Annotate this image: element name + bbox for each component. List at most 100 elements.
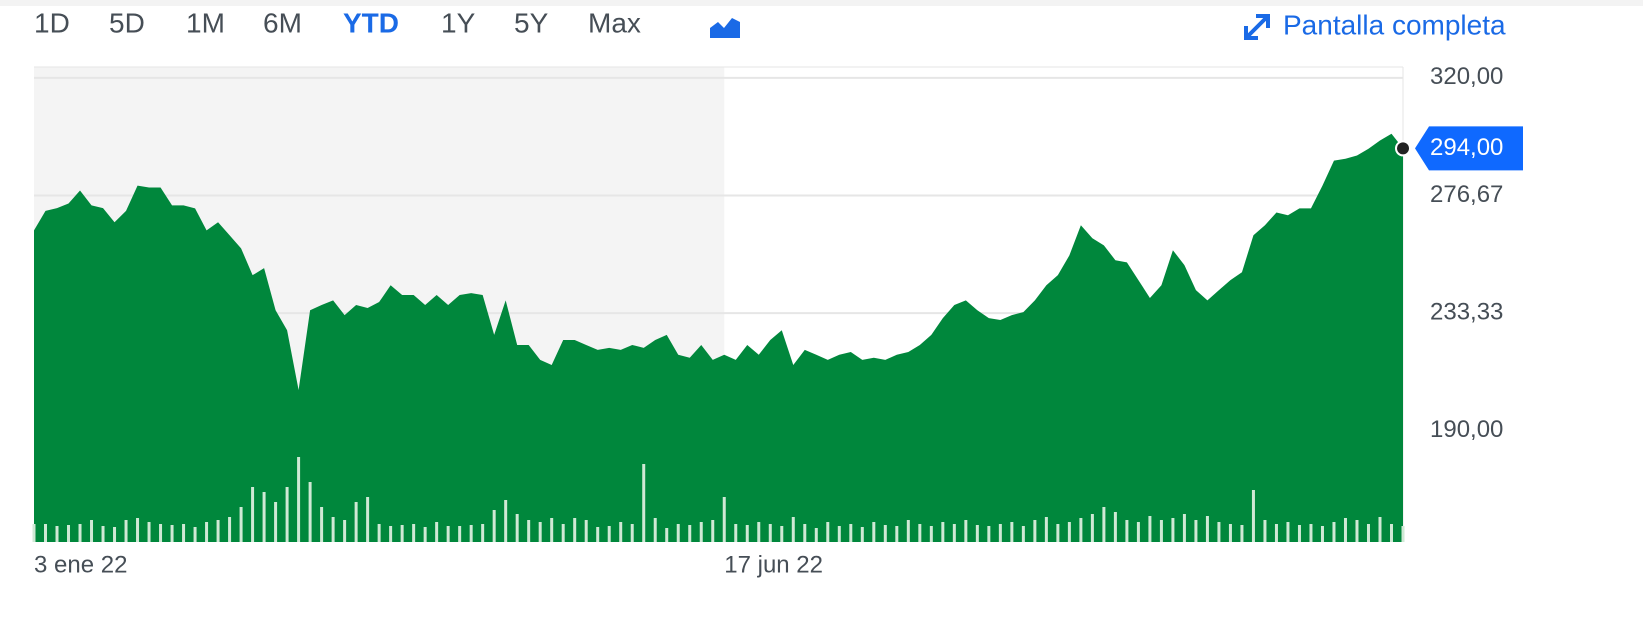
volume-bar — [1010, 522, 1014, 542]
volume-bar — [906, 520, 910, 542]
volume-bar — [1090, 514, 1094, 542]
volume-bar — [1297, 525, 1301, 542]
volume-bar — [32, 524, 36, 542]
volume-bar — [55, 526, 59, 542]
volume-bar — [1251, 490, 1255, 542]
volume-bar — [147, 522, 151, 542]
range-tab[interactable]: 1Y — [441, 7, 476, 38]
volume-bar — [711, 520, 715, 542]
chart-type-icon[interactable] — [710, 18, 740, 38]
volume-bar — [44, 524, 48, 542]
volume-bar — [366, 497, 370, 542]
y-tick-label: 320,00 — [1430, 63, 1503, 90]
volume-bar — [757, 522, 761, 542]
volume-bar — [561, 524, 565, 542]
volume-bar — [1355, 520, 1359, 542]
volume-bar — [1182, 514, 1186, 542]
volume-bar — [78, 524, 82, 542]
volume-bar — [492, 510, 496, 542]
volume-bar — [1263, 520, 1267, 542]
volume-bar — [331, 517, 335, 542]
volume-bar — [274, 502, 278, 542]
volume-bar — [504, 500, 508, 542]
volume-bar — [1136, 522, 1140, 542]
volume-bar — [389, 526, 393, 542]
fullscreen-button[interactable]: Pantalla completa — [1244, 9, 1506, 40]
volume-bar — [446, 526, 450, 542]
volume-bar — [803, 524, 807, 542]
volume-bar — [400, 525, 404, 542]
volume-bar — [435, 522, 439, 542]
range-tab[interactable]: 5Y — [514, 7, 549, 38]
volume-bar — [1240, 525, 1244, 542]
volume-bar — [1102, 507, 1106, 542]
volume-bar — [780, 526, 784, 542]
volume-bar — [205, 522, 209, 542]
volume-bar — [699, 522, 703, 542]
volume-bar — [1343, 518, 1347, 542]
volume-bar — [481, 524, 485, 542]
range-tab[interactable]: 1D — [34, 7, 70, 38]
volume-bar — [849, 524, 853, 542]
fullscreen-label[interactable]: Pantalla completa — [1283, 9, 1506, 40]
volume-bar — [1079, 518, 1083, 542]
volume-bar — [642, 464, 646, 542]
volume-bar — [883, 525, 887, 542]
volume-bar — [929, 526, 933, 542]
volume-bar — [550, 518, 554, 542]
volume-bar — [584, 520, 588, 542]
range-tab[interactable]: 6M — [263, 7, 302, 38]
volume-bar — [412, 524, 416, 542]
volume-bar — [354, 502, 358, 542]
volume-bar — [860, 527, 864, 542]
volume-bar — [1320, 526, 1324, 542]
fullscreen-icon — [1244, 14, 1270, 40]
x-tick-label: 17 jun 22 — [724, 551, 823, 578]
volume-bar — [688, 525, 692, 542]
volume-bar — [1401, 526, 1405, 542]
volume-bar — [619, 522, 623, 542]
range-tab[interactable]: YTD — [343, 7, 399, 38]
volume-bar — [596, 527, 600, 542]
range-tabs: 1D 5D 1M 6M YTD 1Y 5Y Max — [34, 7, 641, 38]
volume-bar — [423, 527, 427, 542]
volume-bar — [872, 522, 876, 542]
y-tick-label: 276,67 — [1430, 181, 1503, 208]
volume-bar — [343, 520, 347, 542]
volume-bar — [1194, 520, 1198, 542]
volume-bar — [1389, 524, 1393, 542]
volume-bar — [573, 518, 577, 542]
volume-bar — [262, 492, 266, 542]
volume-bar — [607, 526, 611, 542]
volume-bar — [1159, 520, 1163, 542]
volume-bar — [469, 525, 473, 542]
volume-bar — [239, 507, 243, 542]
y-tick-label: 190,00 — [1430, 416, 1503, 443]
volume-bar — [228, 517, 232, 542]
last-price-dot — [1395, 140, 1411, 157]
range-tab[interactable]: 1M — [186, 7, 225, 38]
volume-bar — [1274, 524, 1278, 542]
volume-bar — [676, 524, 680, 542]
volume-bar — [90, 520, 94, 542]
range-tab[interactable]: Max — [588, 7, 641, 38]
volume-bar — [768, 524, 772, 542]
volume-bar — [458, 526, 462, 542]
y-tick-label: 233,33 — [1430, 298, 1503, 325]
volume-bar — [251, 487, 255, 542]
volume-bar — [1067, 522, 1071, 542]
volume-bar — [193, 527, 197, 542]
volume-bar — [975, 525, 979, 542]
volume-bar — [722, 497, 726, 542]
volume-bar — [895, 526, 899, 542]
range-tab[interactable]: 5D — [109, 7, 145, 38]
volume-bar — [837, 526, 841, 542]
volume-bar — [1125, 520, 1129, 542]
volume-bar — [734, 524, 738, 542]
volume-bar — [791, 517, 795, 542]
volume-bar — [285, 487, 289, 542]
volume-bar — [952, 524, 956, 542]
x-tick-label: 3 ene 22 — [34, 551, 127, 578]
volume-bar — [182, 524, 186, 542]
